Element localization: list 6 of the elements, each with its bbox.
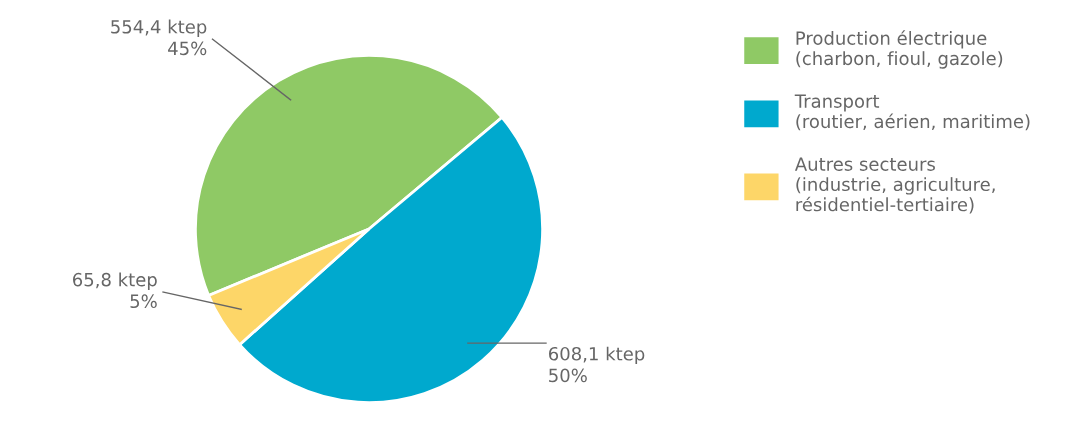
legend-label: Production électrique (charbon, fioul, gazole): [796, 30, 1003, 69]
legend-label: Autres secteurs (industrie, agriculture, résidentiel-tertiaire): [794, 157, 995, 214]
data-label: 608,1 ktep 50%: [549, 346, 645, 383]
legend-label: Transport (routier, aérien, maritime): [794, 94, 1030, 131]
data-label: 554,4 ktep 45%: [111, 19, 207, 56]
data-label: 65,8 ktep 5%: [73, 272, 157, 309]
